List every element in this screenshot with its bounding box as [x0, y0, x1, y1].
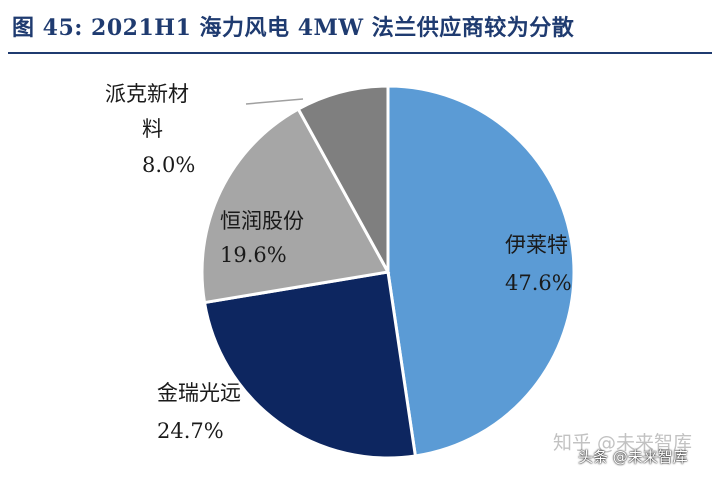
pie-slice-2 — [200, 107, 391, 305]
slice-name-label-3: 派克新材 — [105, 82, 189, 106]
slice-value-label-0: 47.6% — [505, 271, 572, 295]
slice-name-label-1: 金瑞光远 — [157, 381, 241, 405]
watermark-toutiao: 头条 @未来智库 — [578, 448, 688, 466]
pie-slice-0 — [386, 84, 576, 458]
slice-name-label-0: 伊莱特 — [505, 233, 568, 257]
title-underline — [8, 52, 712, 54]
slice-value-label-3: 8.0% — [142, 153, 195, 177]
slice-name-label-3: 料 — [142, 117, 163, 141]
watermark-zhihu: 知乎 @未来智库 — [553, 432, 693, 454]
pie-slice-3 — [296, 84, 390, 273]
slice-value-label-2: 19.6% — [220, 243, 287, 267]
leader-line-paike — [245, 98, 304, 105]
chart-title: 图 45: 2021H1 海力风电 4MW 法兰供应商较为分散 — [12, 15, 575, 41]
slice-name-label-2: 恒润股份 — [220, 209, 304, 233]
pie-slice-1 — [202, 270, 418, 460]
slice-value-label-1: 24.7% — [157, 419, 224, 443]
